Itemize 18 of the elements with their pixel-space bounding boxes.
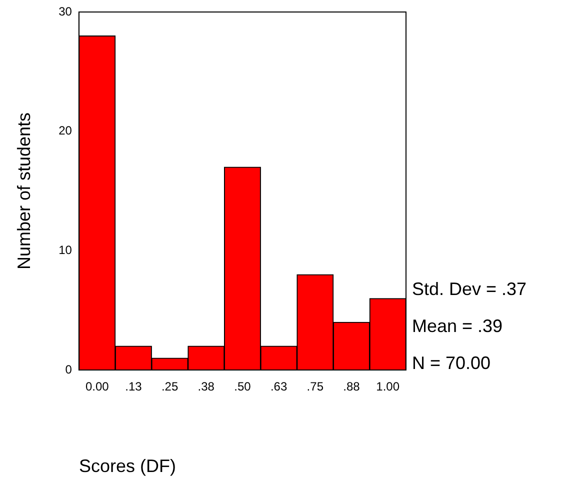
y-tick-label: 20: [58, 124, 72, 138]
y-tick-label: 30: [58, 4, 72, 18]
y-tick-label: 10: [58, 242, 72, 257]
text: N = 70.00: [412, 352, 491, 373]
text: Std. Dev = .37: [412, 278, 527, 299]
text: Mean = .39: [412, 316, 503, 336]
x-tick-label: 1.00: [376, 380, 400, 394]
y-axis-title: Number of students: [14, 112, 34, 270]
x-tick-label: .38: [198, 380, 215, 394]
x-tick-label: .75: [306, 380, 324, 394]
x-tick-label: .88: [343, 380, 360, 394]
x-tick-label: 0.00: [85, 380, 110, 394]
x-axis-title: Scores (DF): [78, 456, 176, 476]
x-tick-label: .50: [234, 380, 252, 394]
x-tick-label: .13: [125, 380, 142, 394]
x-tick-label: .63: [270, 380, 288, 394]
y-tick-label: 0: [65, 362, 72, 376]
x-tick-label: .25: [161, 380, 178, 394]
